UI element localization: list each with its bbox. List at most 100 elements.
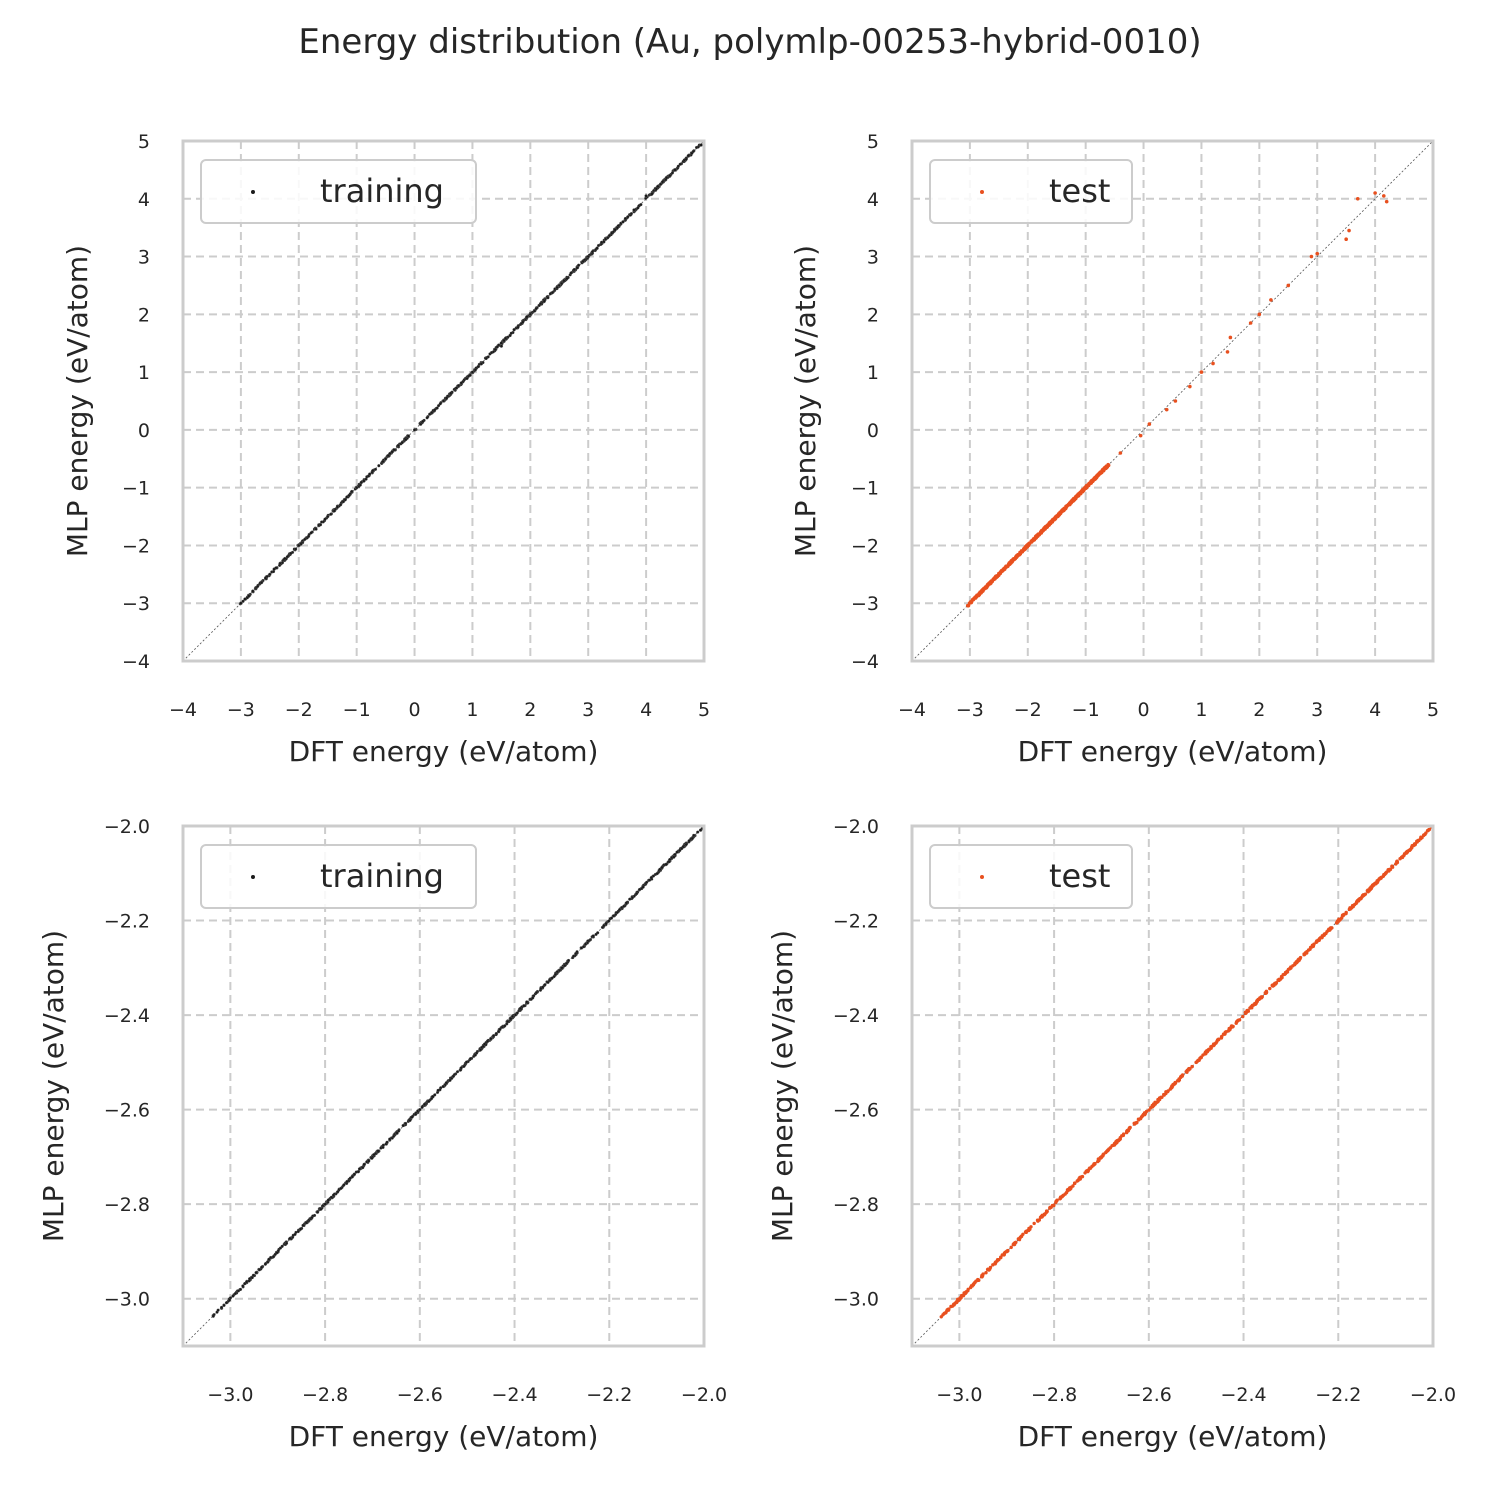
- data-point: [1269, 298, 1273, 302]
- data-point: [373, 467, 378, 471]
- data-point: [1019, 550, 1023, 555]
- data-point: [425, 416, 429, 420]
- data-point: [1322, 933, 1326, 937]
- data-point: [1236, 1018, 1240, 1023]
- data-point: [1086, 1169, 1090, 1174]
- data-point: [944, 1311, 948, 1315]
- y-tick-label: −1: [851, 478, 879, 500]
- data-point: [607, 234, 611, 238]
- data-point: [613, 228, 617, 232]
- y-tick-label: −3: [851, 593, 879, 615]
- data-point: [448, 1078, 452, 1082]
- plot-area: [183, 141, 704, 661]
- data-point: [1194, 1060, 1198, 1065]
- legend-box: [929, 844, 1133, 909]
- data-point: [583, 942, 588, 946]
- axes-frame: [910, 824, 1435, 1348]
- data-point: [1205, 1049, 1210, 1054]
- data-point: [332, 509, 336, 513]
- data-point: [412, 428, 417, 432]
- data-point: [953, 1301, 957, 1306]
- data-point: [984, 1271, 988, 1275]
- data-point: [1068, 1187, 1072, 1191]
- data-point: [1190, 1064, 1194, 1069]
- data-point: [506, 1020, 510, 1024]
- data-point: [567, 958, 571, 963]
- data-point: [686, 154, 690, 158]
- panel-4: −3.0 −2.8 −2.6 −2.4 −2.2 −2.0 −3.0 −2.8 −2.6 −2.4…: [766, 816, 1456, 1453]
- data-point: [211, 1314, 215, 1318]
- y-tick-label: 3: [138, 247, 150, 269]
- data-point: [1093, 475, 1097, 480]
- data-point: [323, 1202, 327, 1206]
- data-point: [422, 1102, 427, 1106]
- data-point: [622, 904, 626, 908]
- data-point: [1063, 1192, 1067, 1196]
- data-point: [1305, 951, 1309, 955]
- data-point: [479, 1048, 483, 1052]
- y-tick-label: 1: [138, 362, 150, 384]
- data-point: [361, 1166, 365, 1170]
- x-axis-label: DFT energy (eV/atom): [289, 1420, 599, 1453]
- data-point: [481, 1044, 485, 1048]
- data-point: [1052, 518, 1056, 522]
- data-point: [1032, 1221, 1036, 1226]
- data-point: [538, 302, 543, 306]
- data-point: [245, 1280, 249, 1284]
- data-point: [553, 972, 558, 977]
- data-point: [427, 1099, 431, 1103]
- data-point: [1048, 1206, 1052, 1210]
- data-point: [1028, 1227, 1032, 1231]
- data-point: [370, 1156, 374, 1160]
- data-point: [410, 1115, 414, 1119]
- data-point: [473, 368, 477, 372]
- y-tick-label: −3.0: [104, 1289, 150, 1311]
- legend-marker: [980, 875, 984, 879]
- data-point: [1093, 1162, 1097, 1166]
- data-point: [966, 1289, 970, 1293]
- data-point: [224, 1301, 228, 1305]
- data-point: [1045, 1209, 1049, 1214]
- data-point: [420, 1105, 424, 1109]
- figure-title: Energy distribution (Au, polymlp-00253-h…: [298, 22, 1202, 62]
- data-point: [956, 1297, 960, 1302]
- data-point: [254, 1271, 258, 1275]
- data-point: [575, 950, 579, 954]
- data-point: [1199, 1055, 1203, 1060]
- data-point: [499, 341, 503, 345]
- legend-box: [929, 159, 1133, 224]
- data-point: [267, 1257, 271, 1261]
- x-tick-label: 3: [582, 699, 594, 721]
- x-axis-label: DFT energy (eV/atom): [289, 735, 599, 768]
- data-point: [534, 991, 539, 995]
- legend-label: test: [1049, 857, 1110, 895]
- data-point: [421, 419, 425, 423]
- data-point: [1325, 930, 1329, 934]
- x-tick-label: −2.6: [397, 1384, 443, 1406]
- data-point: [1336, 919, 1340, 924]
- data-point: [251, 589, 255, 593]
- y-axis-label: MLP energy (eV/atom): [61, 245, 94, 557]
- legend-box: [200, 844, 477, 909]
- data-point: [980, 1275, 984, 1279]
- data-point: [1027, 542, 1031, 546]
- data-point: [494, 1031, 498, 1036]
- y-tick-label: −2.8: [833, 1194, 879, 1216]
- data-point: [624, 901, 628, 905]
- data-point: [1188, 384, 1192, 389]
- data-point: [626, 215, 630, 219]
- legend-label: test: [1049, 172, 1110, 210]
- data-point: [495, 345, 499, 349]
- data-point: [400, 441, 404, 445]
- y-tick-label: −2: [851, 535, 879, 557]
- data-point: [1036, 1219, 1040, 1223]
- data-point: [357, 1167, 361, 1171]
- data-point: [1152, 1103, 1156, 1108]
- data-point: [1004, 1249, 1009, 1254]
- data-point: [659, 182, 663, 186]
- data-point: [220, 1305, 224, 1309]
- data-point: [263, 576, 268, 580]
- data-point: [372, 1153, 376, 1157]
- data-point: [1400, 855, 1404, 859]
- data-point: [329, 512, 333, 516]
